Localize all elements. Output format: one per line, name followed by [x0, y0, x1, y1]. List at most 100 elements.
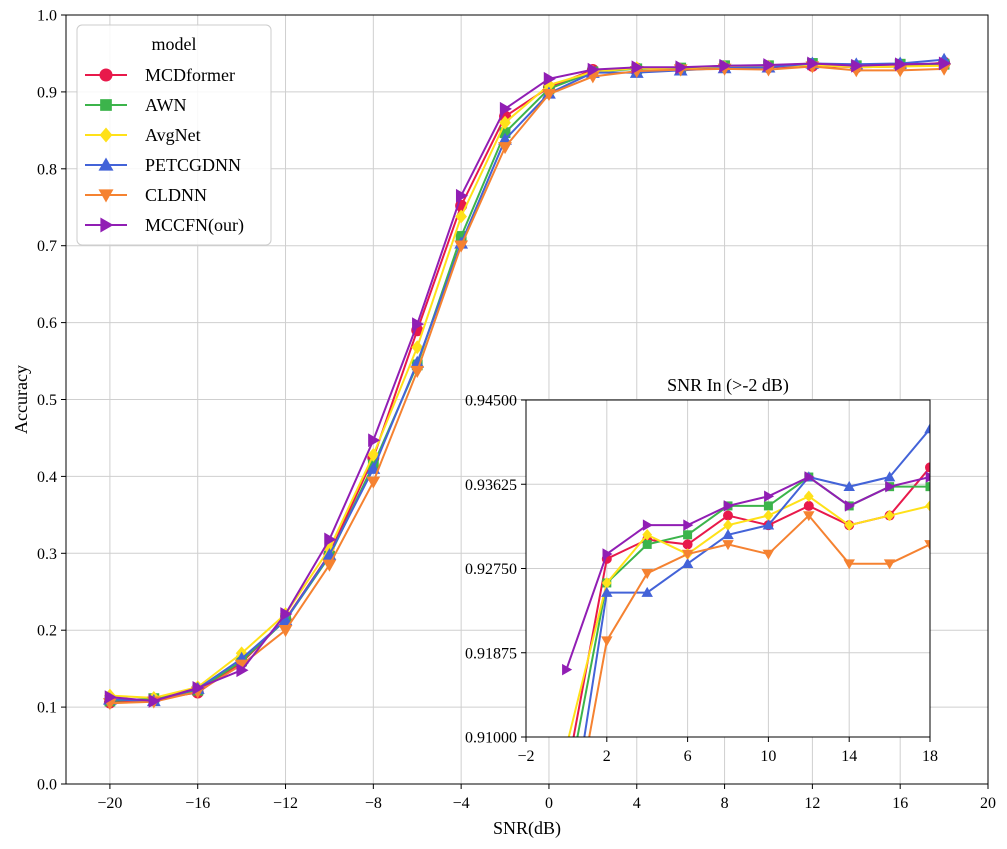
inset-xtick-label: 2 — [603, 748, 611, 765]
inset-data-point — [925, 482, 930, 492]
main-data-point — [499, 115, 511, 130]
inset-data-point — [844, 500, 855, 512]
main-data-point — [455, 188, 469, 203]
legend-label-5: MCCFN(our) — [145, 215, 244, 236]
inset-data-point — [843, 559, 855, 570]
main-data-point — [455, 209, 468, 224]
inset-xtick-label: 6 — [684, 748, 692, 765]
main-ytick-label: 0.0 — [37, 777, 57, 794]
main-ytick-label: 0.6 — [37, 315, 57, 332]
main-xtick-label: −20 — [97, 795, 122, 812]
inset-data-point — [722, 529, 734, 540]
inset-data-point — [642, 539, 652, 549]
main-data-point — [719, 58, 732, 73]
inset-data-point — [601, 636, 613, 647]
main-ytick-label: 0.3 — [37, 546, 57, 563]
inset-xtick-label: −2 — [517, 748, 534, 765]
inset-data-point — [925, 471, 930, 483]
inset-data-point — [762, 549, 775, 560]
inset-ytick-label: 0.91000 — [465, 730, 517, 747]
main-data-point — [411, 340, 424, 355]
inset-series-line-2 — [567, 495, 930, 737]
inset-data-point — [764, 490, 775, 503]
main-ytick-label: 0.2 — [37, 623, 57, 640]
legend-label-2: AvgNet — [145, 125, 201, 145]
legend-box — [76, 24, 272, 246]
main-xtick-label: −16 — [185, 795, 210, 812]
main-series-line-2 — [109, 63, 945, 699]
main-data-point — [192, 680, 205, 695]
inset-data-point — [562, 663, 573, 676]
main-data-point — [236, 663, 249, 678]
inset-data-point — [925, 500, 930, 512]
legend-title: model — [152, 34, 197, 54]
main-xtick-label: −8 — [365, 795, 382, 812]
main-data-point — [148, 694, 161, 708]
main-data-point — [412, 317, 425, 332]
main-data-point — [324, 532, 337, 547]
main-xtick-label: 16 — [892, 795, 908, 812]
inset-data-point — [925, 462, 930, 473]
main-data-point — [631, 60, 644, 75]
main-x-axis-label: SNR(dB) — [493, 818, 561, 839]
inset-data-point — [723, 510, 733, 521]
inset-data-point — [885, 480, 896, 493]
inset-data-point — [884, 509, 895, 522]
main-ytick-label: 1.0 — [37, 8, 57, 25]
inset-data-point — [843, 480, 855, 491]
inset-data-point — [762, 519, 775, 530]
inset-xtick-label: 10 — [760, 748, 776, 765]
legend-label-1: AWN — [145, 95, 187, 115]
main-data-point — [410, 355, 425, 368]
legend-label-3: PETCGDNN — [145, 155, 241, 175]
main-data-point — [763, 58, 776, 72]
main-ytick-label: 0.5 — [37, 392, 57, 409]
inset-data-point — [683, 530, 693, 540]
inset-ytick-label: 0.94500 — [465, 393, 517, 410]
main-xtick-label: 8 — [721, 795, 729, 812]
main-data-point — [498, 142, 512, 155]
main-data-point — [410, 365, 425, 378]
main-data-point — [851, 58, 864, 73]
main-data-point — [587, 62, 600, 77]
main-data-point — [455, 231, 467, 242]
main-series-markers-5 — [104, 56, 951, 708]
inset-xtick-label: 14 — [841, 748, 857, 765]
inset-series-line-3 — [583, 428, 930, 737]
inset-data-point — [642, 529, 653, 541]
main-xtick-label: −4 — [453, 795, 470, 812]
legend-marker-4 — [98, 189, 114, 203]
inset-series-group — [562, 423, 930, 737]
legend-marker-2 — [99, 127, 113, 143]
main-data-point — [499, 127, 511, 139]
inset-data-point — [722, 540, 734, 551]
main-data-point — [895, 57, 908, 72]
inset-series-line-4 — [588, 514, 930, 737]
main-series-line-4 — [109, 65, 945, 705]
main-data-point — [454, 240, 469, 253]
main-data-point — [542, 89, 556, 102]
main-data-point — [543, 71, 556, 86]
inset-data-point — [844, 519, 855, 531]
main-data-point — [368, 433, 381, 448]
inset-ytick-label: 0.92750 — [465, 561, 517, 578]
inset-data-point — [803, 511, 815, 522]
legend-marker-3 — [98, 157, 114, 171]
main-xtick-label: 12 — [804, 795, 820, 812]
inset-panel: −2 2 6 10 14 18 0.91000 0.91875 0.92750 0.93625 0.… — [465, 375, 938, 765]
main-data-point — [675, 60, 688, 75]
inset-data-point — [683, 519, 694, 531]
inset-data-point — [763, 501, 773, 511]
inset-data-point — [723, 519, 733, 531]
inset-title: SNR In (>-2 dB) — [667, 375, 789, 396]
inset-data-point — [602, 548, 613, 560]
inset-data-point — [682, 539, 693, 550]
main-ticks: −20 −16 −12 −8 −4 0 4 8 12 16 20 0.0 0.1 0.2 0.3 0.4 0.5… — [37, 8, 996, 813]
legend-marker-5 — [100, 217, 114, 233]
main-data-point — [104, 690, 117, 705]
inset-series-markers-3 — [601, 423, 930, 597]
inset-data-point — [681, 549, 694, 560]
inset-data-point — [601, 577, 612, 589]
